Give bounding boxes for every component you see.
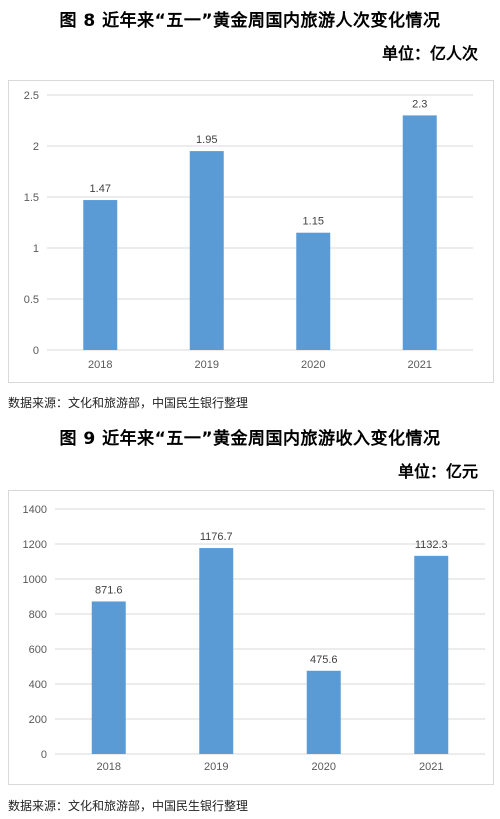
y-tick-label: 0.5: [24, 294, 39, 306]
y-tick-label: 600: [29, 644, 47, 656]
x-tick-label: 2020: [312, 761, 336, 773]
figure-8-unit: 单位：亿人次: [381, 44, 478, 63]
chart-9-frame: 0 200 400 600 800 1000 1200 1400 871.6 2018 1176.7…: [8, 490, 494, 785]
bar: [296, 232, 331, 350]
data-label: 871.6: [95, 584, 123, 596]
x-tick-label: 2020: [301, 359, 325, 371]
bar: [402, 115, 437, 351]
y-tick-label: 200: [29, 714, 47, 726]
y-tick-label: 1000: [23, 574, 47, 586]
figure-8-source: 数据来源：文化和旅游部，中国民生银行整理: [8, 396, 249, 410]
x-tick-label: 2021: [408, 359, 432, 371]
chart-8: 0 0.5 1 1.5 2 2.5 1.47 2018 1.95 2019 1.15 2020 2.3 2…: [24, 90, 473, 371]
y-tick-label: 2: [33, 141, 39, 153]
figure-9-source: 数据来源：文化和旅游部，中国民生银行整理: [8, 799, 249, 813]
y-tick-label: 1: [33, 243, 39, 255]
x-tick-label: 2019: [204, 761, 228, 773]
x-tick-label: 2021: [419, 761, 443, 773]
bar: [91, 601, 126, 754]
chart-8-frame: 0 0.5 1 1.5 2 2.5 1.47 2018 1.95 2019 1.15 2020 2.3 2…: [8, 80, 494, 383]
data-label: 1.47: [90, 183, 111, 195]
bar: [414, 555, 449, 754]
data-label: 2.3: [412, 98, 427, 110]
x-tick-label: 2018: [97, 761, 121, 773]
data-label: 475.6: [310, 654, 338, 666]
y-tick-label: 0: [33, 345, 39, 357]
y-tick-label: 800: [29, 609, 47, 621]
data-label: 1132.3: [415, 539, 448, 551]
y-tick-label: 400: [29, 679, 47, 691]
data-label: 1.95: [196, 134, 217, 146]
figure-9-title: 图 9 近年来“五一”黄金周国内旅游收入变化情况: [59, 429, 441, 449]
chart-9: 0 200 400 600 800 1000 1200 1400 871.6 2018 1176.7…: [23, 504, 485, 773]
data-label: 1176.7: [200, 531, 233, 543]
x-tick-label: 2018: [88, 359, 112, 371]
y-tick-label: 0: [41, 749, 47, 761]
y-tick-label: 2.5: [24, 90, 39, 102]
bar: [199, 548, 234, 754]
data-label: 1.15: [303, 216, 324, 228]
figure-8-title: 图 8 近年来“五一”黄金周国内旅游人次变化情况: [59, 11, 441, 31]
y-tick-label: 1200: [23, 539, 47, 551]
bar: [306, 670, 341, 754]
y-tick-label: 1.5: [24, 192, 39, 204]
y-tick-label: 1400: [23, 504, 47, 516]
bar: [189, 151, 224, 350]
bar: [83, 200, 118, 350]
x-tick-label: 2019: [195, 359, 219, 371]
figure-9-unit: 单位：亿元: [397, 462, 478, 481]
